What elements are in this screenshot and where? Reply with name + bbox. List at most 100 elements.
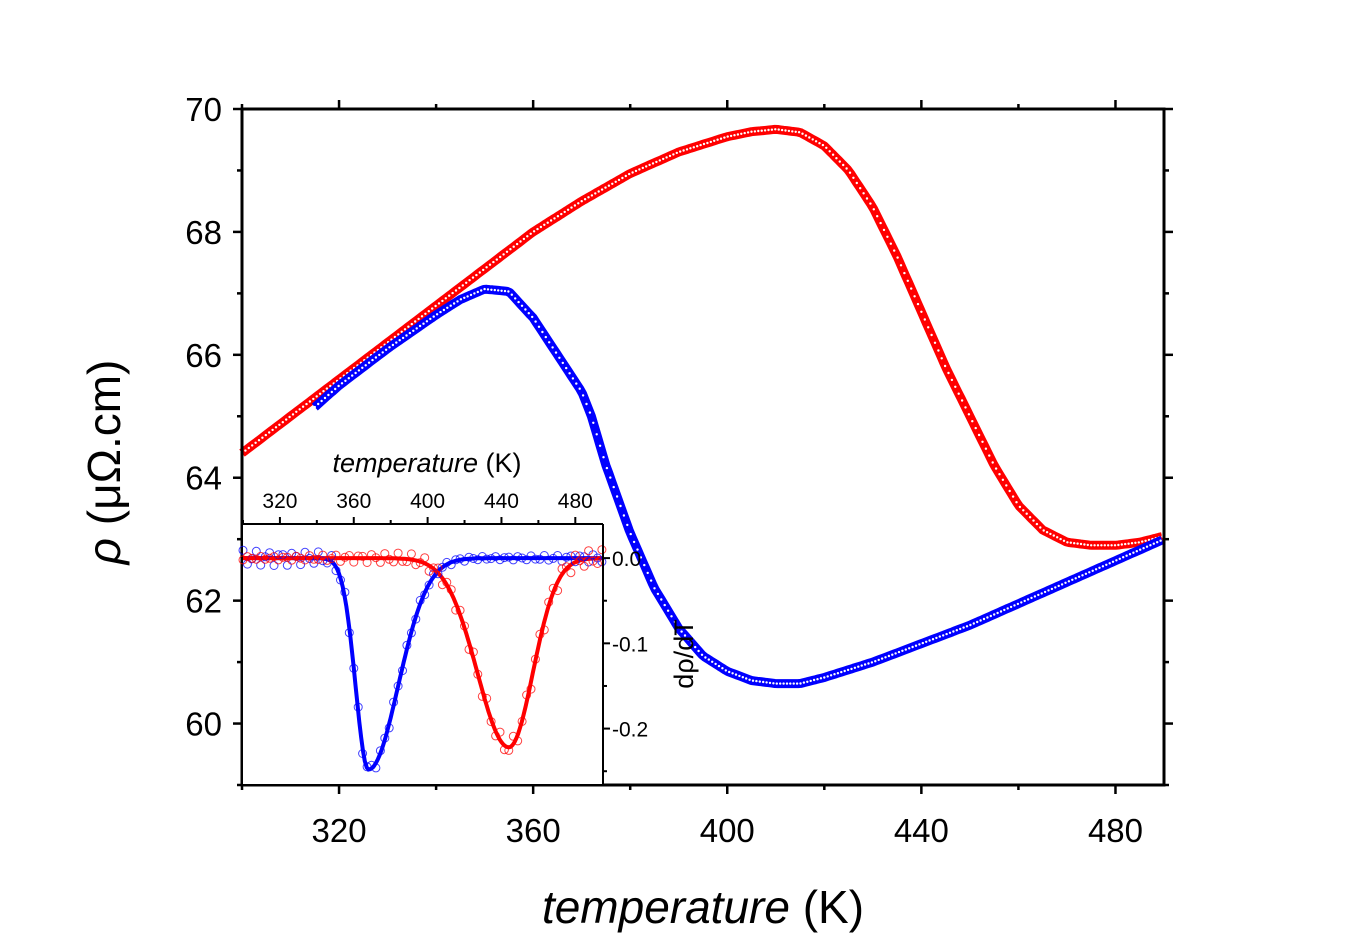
main-data-point-heating [672, 153, 675, 156]
main-data-point-heating [879, 221, 882, 225]
main-data-point-heating [753, 130, 757, 133]
main-data-point-heating [543, 223, 546, 226]
main-data-point-cooling [680, 630, 683, 633]
main-data-point-heating [740, 132, 743, 135]
inset-data-point-cooling derivative [468, 554, 478, 563]
inset-data-point-cooling derivative [358, 749, 368, 758]
main-data-point-heating [244, 449, 247, 452]
main-data-point-heating [465, 281, 468, 284]
main-data-point-cooling [704, 656, 707, 659]
main-data-point-heating [1018, 505, 1022, 509]
inset-x-tick-label: 320 [262, 490, 297, 513]
main-data-point-heating [923, 318, 926, 321]
main-data-point-cooling [1115, 559, 1118, 562]
main-y-tick-label: 66 [185, 337, 222, 374]
main-data-point-heating [814, 140, 818, 143]
main-data-point-heating [1073, 542, 1076, 545]
inset-data-point-heating derivative [584, 546, 594, 556]
main-data-point-cooling [384, 348, 388, 351]
main-data-point-cooling [880, 657, 884, 660]
main-data-point-cooling [1020, 601, 1023, 604]
inset-data-point-heating derivative [442, 577, 452, 587]
main-data-point-heating [675, 151, 678, 155]
inset-data-point-heating derivative [455, 605, 465, 615]
inset-data-point-cooling derivative [548, 553, 558, 563]
main-data-point-cooling [388, 346, 391, 349]
main-data-point-heating [301, 405, 305, 408]
inset-data-point-heating derivative [579, 561, 589, 571]
main-data-point-cooling [313, 405, 316, 409]
main-data-point-cooling [632, 540, 636, 544]
inset-data-point-heating derivative [557, 564, 567, 574]
main-data-point-cooling [826, 675, 829, 678]
main-data-point-heating [505, 250, 509, 253]
main-data-point-cooling [442, 308, 446, 312]
inset-data-point-cooling derivative [517, 553, 527, 563]
main-data-point-heating [492, 260, 495, 264]
main-data-point-cooling [1054, 586, 1057, 589]
main-data-point-heating [818, 142, 821, 145]
inset-data-point-cooling derivative [544, 555, 554, 565]
inset-data-point-heating derivative [522, 690, 532, 700]
main-data-point-cooling [1003, 608, 1006, 612]
main-data-point-cooling [795, 682, 799, 685]
main-data-point-heating [692, 146, 695, 149]
inset-data-point-cooling derivative [362, 762, 372, 772]
main-data-point-cooling [636, 548, 639, 551]
main-data-point-heating [539, 225, 543, 229]
main-data-point-heating [291, 413, 295, 416]
main-data-point-cooling [914, 644, 918, 647]
main-data-point-cooling [921, 641, 924, 645]
inset-plot: 320 360 400 440 480 0.0 -0.1 -0.2 temperature (… [238, 448, 699, 784]
inset-data-point-heating derivative [468, 647, 478, 657]
main-plot-frame [240, 107, 1166, 787]
inset-data-point-heating derivative [446, 585, 456, 595]
main-data-point-cooling [721, 667, 724, 670]
main-data-point-heating [566, 208, 570, 211]
main-data-point-heating [689, 147, 692, 150]
inset-data-point-cooling derivative [380, 733, 390, 743]
main-data-point-heating [604, 186, 607, 189]
main-data-point-cooling [660, 598, 663, 601]
main-data-point-cooling [982, 617, 986, 621]
main-data-point-heating [393, 335, 397, 339]
main-data-point-cooling [782, 682, 785, 685]
inset-x-tick-label: 400 [410, 490, 445, 513]
main-data-point-cooling [517, 300, 520, 304]
main-data-point-cooling [469, 293, 473, 297]
main-data-point-heating [1011, 495, 1015, 498]
main-data-point-heating [893, 249, 896, 252]
main-data-point-cooling [592, 421, 595, 424]
main-data-point-cooling [432, 315, 435, 318]
main-data-point-cooling [738, 674, 741, 678]
main-data-point-heating [947, 371, 950, 375]
inset-data-point-heating derivative [309, 554, 319, 564]
main-data-point-cooling [755, 679, 758, 683]
main-data-point-cooling [361, 366, 364, 369]
main-data-point-cooling [996, 611, 999, 615]
main-data-point-cooling [700, 653, 704, 656]
main-data-point-cooling [1152, 542, 1156, 545]
inset-y-tick-label: -0.2 [612, 719, 648, 742]
main-data-point-cooling [677, 626, 680, 629]
inset-data-point-heating derivative [278, 552, 288, 562]
main-data-point-heating [1052, 534, 1056, 537]
main-data-point-cooling [1050, 587, 1054, 591]
inset-data-point-heating derivative [486, 717, 496, 727]
main-data-point-heating [315, 395, 318, 398]
main-data-point-heating [865, 197, 869, 200]
main-data-point-cooling [925, 640, 928, 643]
main-data-point-heating [1144, 539, 1147, 542]
inset-data-point-cooling derivative [336, 575, 345, 585]
inset-data-point-heating derivative [402, 557, 412, 567]
main-data-point-heating [499, 255, 502, 259]
main-data-point-heating [454, 289, 458, 292]
main-data-point-cooling [490, 288, 493, 291]
main-x-tick-label: 360 [506, 812, 561, 849]
main-data-point-heating [899, 264, 903, 267]
main-data-point-heating [482, 268, 485, 272]
main-data-point-heating [679, 150, 682, 153]
inset-data-point-cooling derivative [256, 560, 266, 570]
main-data-point-cooling [415, 327, 418, 330]
main-data-point-heating [913, 295, 916, 298]
